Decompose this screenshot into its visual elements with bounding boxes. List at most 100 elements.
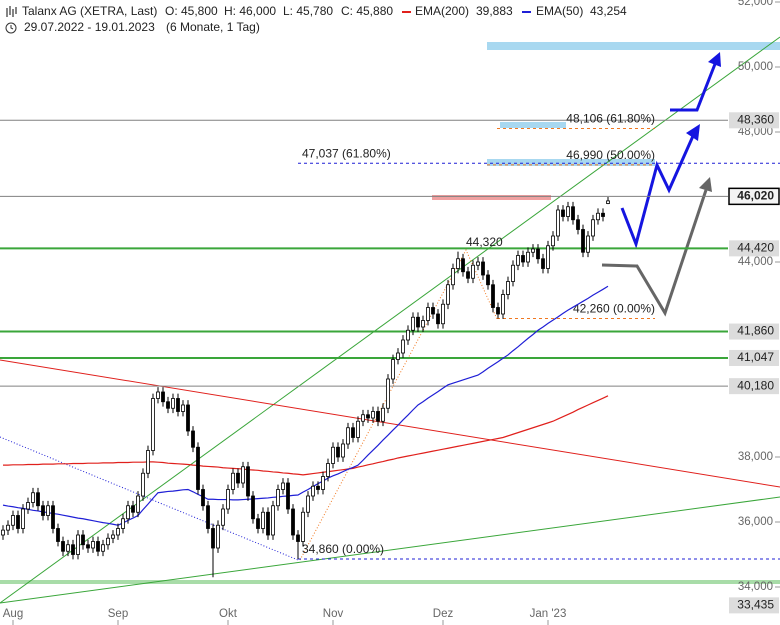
candle <box>156 387 160 404</box>
candle <box>86 539 90 553</box>
level-box <box>729 112 779 129</box>
candle <box>386 374 390 414</box>
candle-body <box>126 505 130 520</box>
candle-body <box>286 482 290 510</box>
fib-label: 48,106 (61.80%) <box>566 112 655 126</box>
candle <box>296 530 300 560</box>
candle <box>171 393 175 414</box>
candle <box>116 523 120 540</box>
candle <box>66 539 70 557</box>
candle <box>16 510 20 534</box>
candle <box>231 468 235 495</box>
candle <box>206 500 210 534</box>
candle-body <box>256 518 260 529</box>
candle-body <box>201 489 205 507</box>
candle <box>391 354 395 384</box>
candle-body <box>541 258 545 269</box>
candle <box>491 279 495 313</box>
candle <box>6 520 10 535</box>
level-label: 40,180 <box>737 378 774 392</box>
level-label: 48,360 <box>737 112 774 126</box>
legend-label: EMA(50) <box>536 4 583 18</box>
candle-body <box>341 443 345 458</box>
candle-body <box>76 534 80 555</box>
arrow-head <box>708 52 721 67</box>
candle-body <box>121 518 125 529</box>
candle-body <box>391 359 395 380</box>
candle <box>136 491 140 518</box>
candle <box>241 461 245 488</box>
candle-body <box>366 414 370 419</box>
candle-body <box>556 209 560 237</box>
candle-body <box>111 534 115 539</box>
candle <box>501 289 505 319</box>
ema-line <box>2 285 609 526</box>
ohlc: C: 45,880 <box>341 4 393 18</box>
candle-body <box>386 378 390 409</box>
candle-body <box>526 251 530 263</box>
candle <box>366 409 370 423</box>
candle-body <box>81 534 85 546</box>
candle-body <box>276 489 280 507</box>
candle <box>346 422 350 449</box>
candle-body <box>231 472 235 490</box>
candle <box>451 263 455 290</box>
candle-body <box>371 411 375 419</box>
candle <box>426 302 430 326</box>
arrow <box>620 135 695 249</box>
candle-body <box>471 264 475 279</box>
candle <box>211 523 215 578</box>
candle <box>401 335 405 358</box>
candle-body <box>241 466 245 484</box>
clock-icon <box>5 22 17 34</box>
candle <box>496 302 500 319</box>
candle <box>11 510 15 531</box>
candle <box>466 266 470 284</box>
candle-body <box>486 274 490 286</box>
drawings <box>0 36 780 604</box>
candle-body <box>31 492 35 503</box>
candle-body <box>176 398 180 412</box>
trend-line <box>0 359 780 488</box>
candle <box>46 500 50 521</box>
candle-body <box>216 524 220 549</box>
candle-body <box>41 505 45 516</box>
candle-body <box>381 407 385 422</box>
candle-body <box>16 515 20 529</box>
candle <box>291 504 295 540</box>
level-label: 46,020 <box>737 189 774 203</box>
candle <box>361 409 365 427</box>
fib-line <box>299 248 498 561</box>
fib-label: 34,860 (0.00%) <box>302 542 384 556</box>
y-tick-label: 38,000 <box>738 451 773 463</box>
candle <box>161 387 165 407</box>
candle <box>396 348 400 365</box>
candle <box>476 257 480 271</box>
candle-body <box>131 505 135 513</box>
candle-body <box>566 206 570 217</box>
candle-body <box>211 528 215 549</box>
y-tick-label: 48,000 <box>738 126 773 138</box>
candle <box>166 396 170 414</box>
candle <box>261 507 265 534</box>
candle-body <box>441 303 445 325</box>
legend-value: 39,883 <box>476 4 513 18</box>
candle-body <box>11 515 15 526</box>
candle-body <box>601 212 605 217</box>
candle <box>356 416 360 443</box>
candle-body <box>71 544 75 555</box>
candle-body <box>306 495 310 513</box>
candle-body <box>406 329 410 341</box>
candle <box>201 484 205 511</box>
candle-body <box>576 219 580 230</box>
candle <box>36 487 40 511</box>
candle-body <box>116 528 120 536</box>
ohlc: H: 46,000 <box>224 4 276 18</box>
candle <box>576 214 580 235</box>
y-tick-label: 50,000 <box>738 61 773 73</box>
candle-body <box>511 264 515 282</box>
candle-body <box>221 508 225 526</box>
candle-body <box>66 544 70 552</box>
candle <box>226 484 230 514</box>
candle-body <box>531 248 535 253</box>
